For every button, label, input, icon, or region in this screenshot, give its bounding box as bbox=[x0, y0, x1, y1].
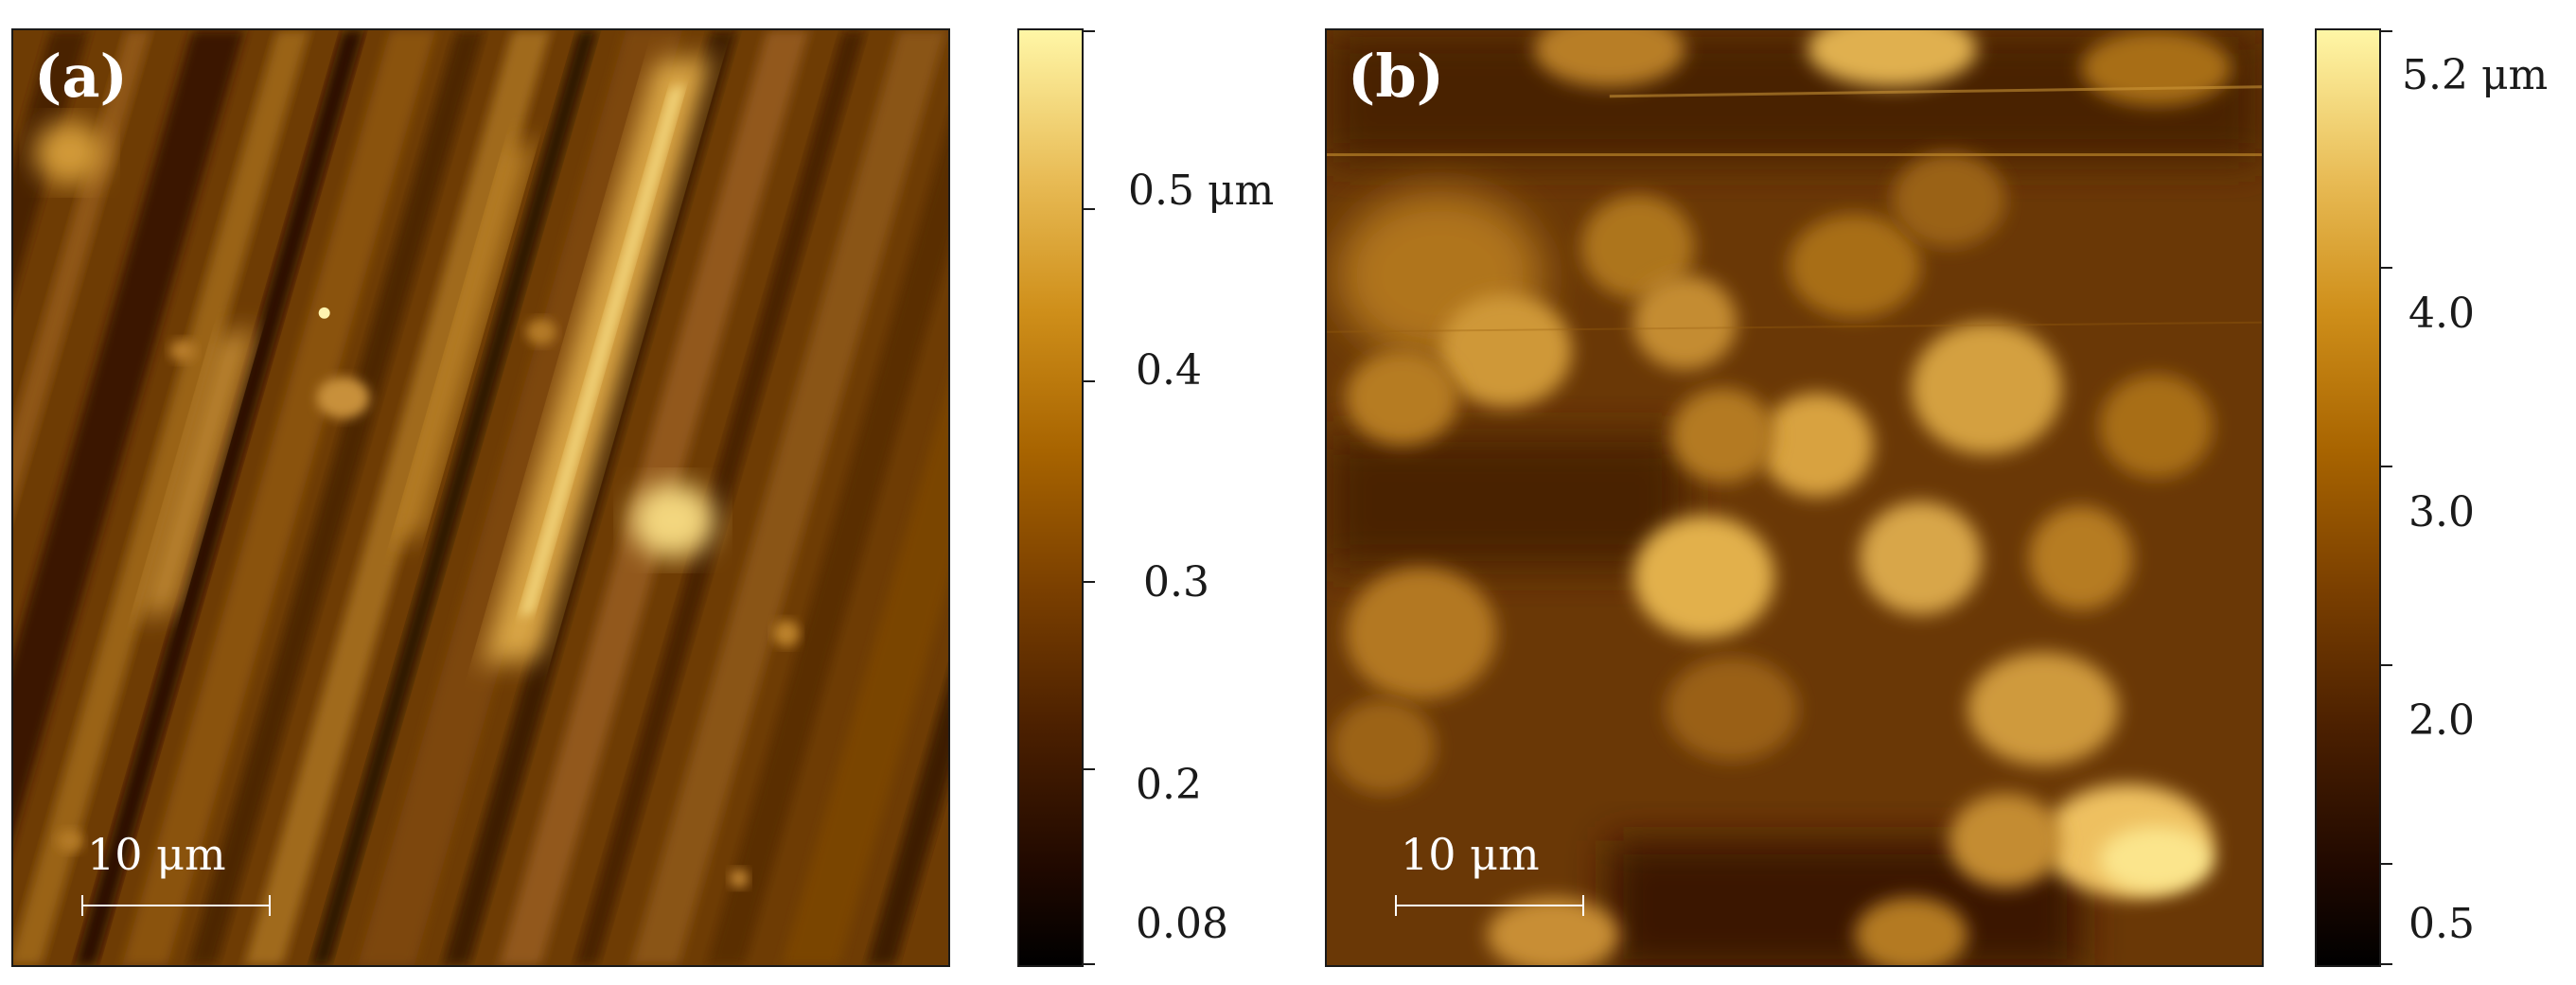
colorbar-a bbox=[1017, 28, 1095, 967]
colorbar-b-label: 4.0 bbox=[2408, 290, 2475, 338]
colorbar-b-label: 2.0 bbox=[2408, 696, 2475, 745]
colorbar-b-label-bottom: 0.5 bbox=[2408, 900, 2475, 948]
afm-surface-a bbox=[13, 30, 948, 965]
colorbar-a-label-top: 0.5 μm bbox=[1128, 167, 1275, 215]
colorbar-b-tick bbox=[2379, 466, 2392, 467]
colorbar-b-tick bbox=[2379, 30, 2392, 32]
colorbar-a-tick bbox=[1082, 963, 1095, 965]
colorbar-a-label: 0.3 bbox=[1143, 558, 1209, 607]
panel-label-a: (a) bbox=[34, 42, 128, 111]
scalebar-label-a: 10 μm bbox=[87, 829, 226, 880]
colorbar-b-label-top: 5.2 μm bbox=[2402, 51, 2549, 99]
scalebar-label-b: 10 μm bbox=[1401, 829, 1540, 880]
scalebar-b bbox=[1395, 895, 1584, 916]
colorbar-a-tick bbox=[1082, 30, 1095, 32]
panel-label-b: (b) bbox=[1348, 42, 1445, 111]
colorbar-a-label: 0.2 bbox=[1136, 761, 1202, 809]
colorbar-a-tick bbox=[1082, 208, 1095, 210]
colorbar-b-tick bbox=[2379, 863, 2392, 865]
colorbar-a-label-bottom: 0.08 bbox=[1136, 900, 1228, 948]
colorbar-a-label: 0.4 bbox=[1136, 346, 1202, 395]
colorbar-b-tick bbox=[2379, 267, 2392, 269]
colorbar-a-tick bbox=[1082, 380, 1095, 382]
colorbar-b bbox=[2315, 28, 2392, 967]
scalebar-a bbox=[81, 895, 271, 916]
afm-image-a: (a) 10 μm bbox=[11, 28, 950, 967]
colorbar-a-tick bbox=[1082, 768, 1095, 770]
colorbar-b-label: 3.0 bbox=[2408, 488, 2475, 536]
colorbar-b-tick bbox=[2379, 963, 2392, 965]
colorbar-b-tick bbox=[2379, 664, 2392, 666]
colorbar-a-tick bbox=[1082, 581, 1095, 583]
afm-image-b: (b) 10 μm bbox=[1325, 28, 2264, 967]
afm-surface-b bbox=[1327, 30, 2262, 965]
